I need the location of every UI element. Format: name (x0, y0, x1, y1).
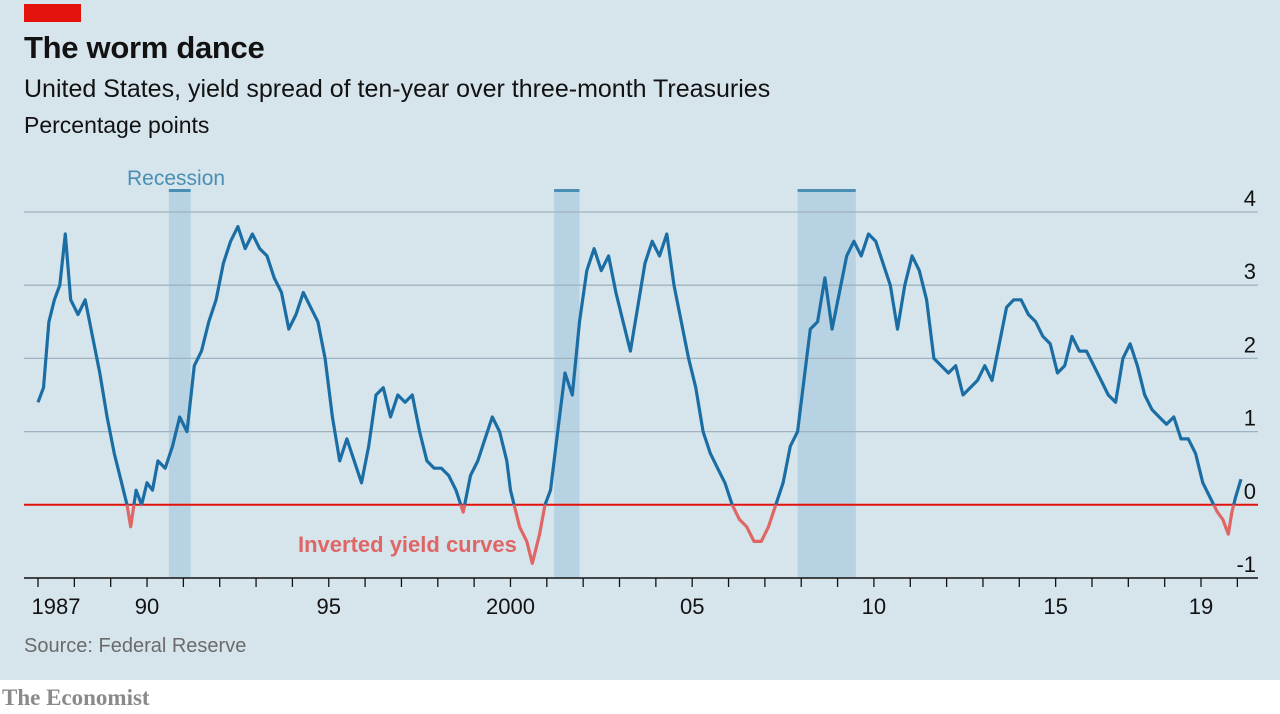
y-tick-label: 0 (1244, 479, 1256, 504)
y-tick-label: 2 (1244, 332, 1256, 357)
inverted-series-line (125, 504, 1236, 565)
recession-cap (554, 189, 580, 192)
x-tick-label: 19 (1189, 594, 1213, 619)
chart-panel: The worm dance United States, yield spre… (0, 0, 1280, 680)
chart-subtitle: United States, yield spread of ten-year … (24, 75, 771, 103)
x-tick-label: 90 (135, 594, 159, 619)
y-tick-label: 3 (1244, 259, 1256, 284)
x-tick-label: 2000 (486, 594, 535, 619)
chart-plot: -1 0 1 2 3 4 1987 90 95 2000 05 10 15 19 Recession I… (24, 167, 1258, 619)
x-tick-label: 10 (862, 594, 886, 619)
y-tick-label: 4 (1244, 186, 1256, 211)
x-tick-label: 95 (317, 594, 341, 619)
recession-cap (797, 189, 856, 192)
recession-cap (168, 189, 191, 192)
chart-title: The worm dance (24, 30, 265, 65)
x-tick-label: 1987 (32, 594, 81, 619)
recession-band (168, 191, 191, 578)
chart-unit-label: Percentage points (24, 112, 210, 138)
inverted-annotation: Inverted yield curves (298, 532, 517, 557)
recession-annotation: Recession (127, 167, 225, 190)
y-tick-label: 1 (1244, 406, 1256, 431)
y-tick-label: -1 (1236, 552, 1256, 577)
x-tick-label: 15 (1043, 594, 1067, 619)
y-tick-labels: -1 0 1 2 3 4 (1236, 186, 1256, 577)
x-tick-label: 05 (680, 594, 704, 619)
source-note: Source: Federal Reserve (24, 635, 247, 657)
x-axis: 1987 90 95 2000 05 10 15 19 (24, 577, 1258, 619)
brand-tag (24, 4, 81, 22)
recession-band (797, 191, 856, 578)
recession-layer (168, 189, 856, 578)
recession-band (554, 191, 580, 578)
series-layer (36, 225, 1243, 565)
series-line (36, 225, 1243, 505)
publisher-logo: The Economist (2, 685, 150, 710)
